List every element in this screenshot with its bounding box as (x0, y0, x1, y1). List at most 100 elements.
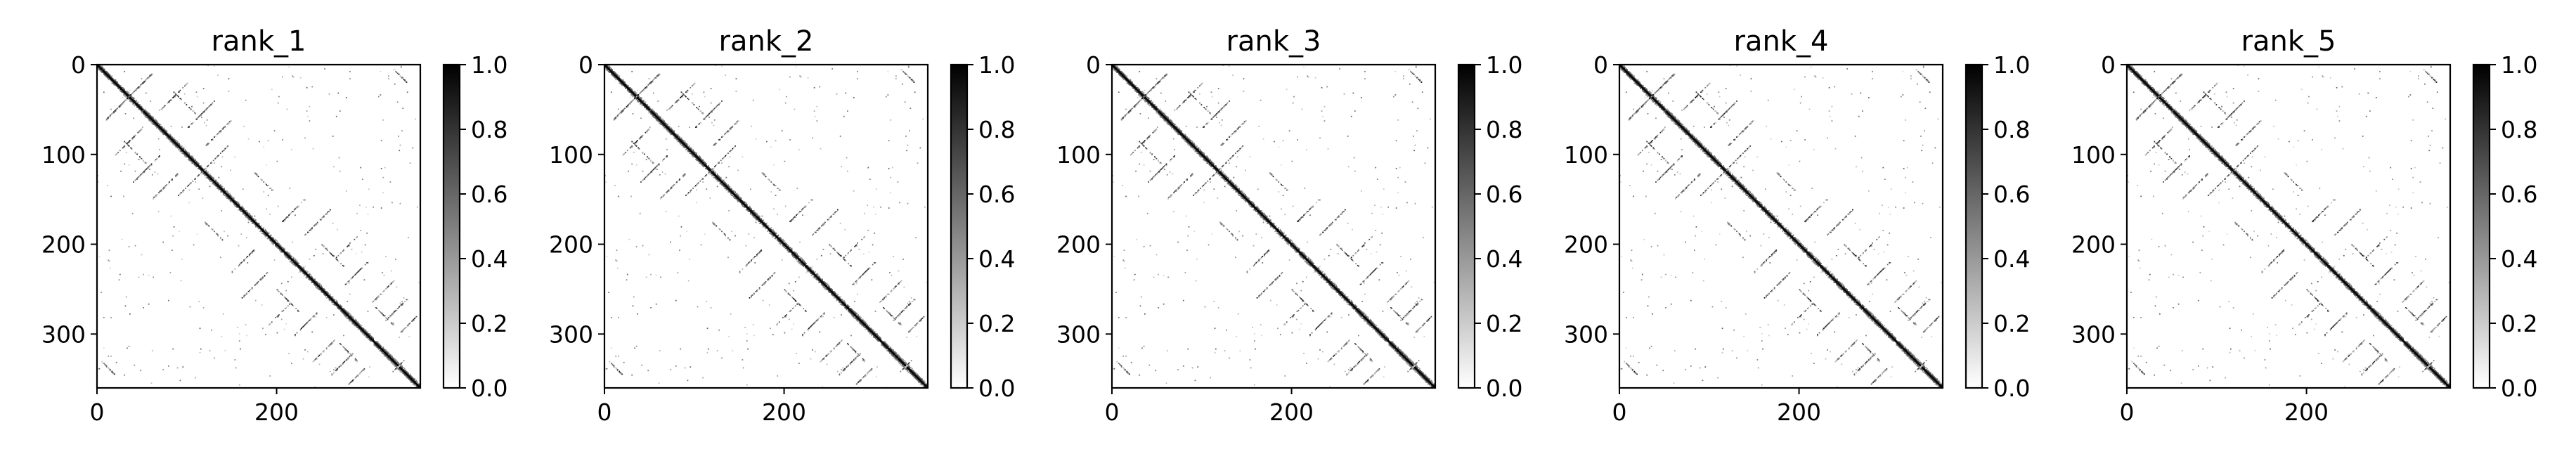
heatmap-cell (285, 254, 286, 257)
heatmap-cell (105, 70, 108, 72)
heatmap-cell (311, 280, 312, 282)
heatmap-cell (140, 370, 142, 372)
heatmap-cell (118, 107, 120, 108)
heatmap-cell (105, 118, 108, 120)
heatmap-cell (112, 81, 114, 82)
heatmap-cell (340, 305, 342, 307)
heatmap-cell (389, 357, 391, 359)
heatmap-cell (212, 179, 214, 181)
heatmap-cell (208, 107, 210, 108)
heatmap-cell (331, 342, 333, 344)
heatmap-cell (400, 331, 402, 333)
heatmap-cell (272, 243, 273, 245)
heatmap-cell (122, 86, 124, 89)
heatmap-cell (227, 124, 229, 126)
heatmap-cell (167, 137, 169, 139)
heatmap-cell (280, 283, 283, 285)
heatmap-cell (311, 276, 313, 278)
heatmap-cell (372, 301, 373, 304)
heatmap-cell (150, 75, 152, 77)
heatmap-cell (214, 183, 216, 186)
heatmap-cell (266, 273, 267, 275)
heatmap-cell (316, 280, 318, 283)
heatmap-cell (248, 218, 250, 220)
heatmap-cell (342, 311, 344, 313)
heatmap-cell (308, 231, 310, 233)
heatmap-cell (224, 188, 225, 189)
heatmap-cell (256, 223, 257, 225)
heatmap-cell (131, 99, 133, 101)
heatmap-cell (174, 139, 176, 141)
heatmap-cell (212, 102, 214, 104)
heatmap-cell (408, 376, 410, 378)
heatmap-cell (347, 350, 348, 352)
heatmap-cell (383, 353, 385, 354)
heatmap-cell (238, 207, 240, 209)
heatmap-cell (240, 262, 242, 264)
heatmap-cell (169, 138, 171, 140)
heatmap-cell (146, 115, 148, 117)
heatmap-cell (391, 356, 393, 357)
heatmap-cell (185, 156, 186, 158)
heatmap-cell (292, 260, 294, 262)
heatmap-cell (189, 108, 191, 110)
heatmap-cell (134, 99, 136, 101)
heatmap-cell (272, 189, 273, 191)
heatmap-cell (179, 143, 181, 145)
heatmap-cell (178, 195, 179, 197)
heatmap-cell (129, 89, 131, 91)
heatmap-cell (356, 323, 358, 325)
heatmap-cell (189, 155, 191, 157)
heatmap-cell (298, 263, 299, 265)
heatmap-cell (312, 278, 314, 280)
heatmap-cell (382, 313, 383, 315)
heatmap-cell (312, 279, 314, 281)
heatmap-cell (410, 376, 412, 378)
heatmap-cell (277, 246, 279, 247)
heatmap-cell (351, 317, 353, 318)
heatmap-cell (163, 131, 165, 134)
heatmap-cell (267, 237, 269, 239)
heatmap-cell (299, 268, 301, 270)
heatmap-cell (231, 196, 233, 198)
heatmap-cell (157, 156, 160, 158)
heatmap-cell (285, 256, 286, 257)
heatmap-cell (151, 121, 153, 123)
heatmap-cell (261, 278, 263, 280)
heatmap-cell (392, 359, 394, 361)
heatmap-cell (289, 188, 291, 189)
heatmap-cell (377, 343, 380, 344)
heatmap-cell (206, 108, 208, 110)
heatmap-cell (383, 291, 385, 292)
heatmap-cell (354, 324, 356, 326)
heatmap-cell (188, 152, 190, 154)
heatmap-cell (279, 248, 281, 250)
heatmap-cell (195, 166, 198, 168)
heatmap-cell (297, 311, 299, 312)
heatmap-cell (405, 373, 407, 375)
heatmap-cell (406, 299, 408, 301)
heatmap-cell (225, 193, 227, 195)
heatmap-cell (398, 369, 399, 370)
heatmap-cell (191, 105, 193, 108)
heatmap-cell (153, 123, 154, 124)
heatmap-cell (268, 324, 270, 326)
heatmap-cell (222, 192, 224, 194)
heatmap-cell (399, 202, 401, 204)
heatmap-cell (332, 301, 334, 302)
heatmap-cell (291, 257, 292, 259)
heatmap-cell (347, 312, 349, 314)
heatmap-cell (243, 259, 245, 261)
heatmap-cell (337, 302, 338, 304)
heatmap-cell (107, 74, 108, 76)
heatmap-cell (166, 131, 168, 134)
heatmap-cell (347, 313, 348, 315)
heatmap-cell (143, 171, 145, 173)
heatmap-cell (114, 83, 116, 85)
heatmap-cell (354, 238, 356, 240)
heatmap-cell (131, 138, 134, 140)
heatmap-cell (262, 228, 264, 230)
heatmap-cell (198, 167, 200, 169)
heatmap-cell (358, 270, 360, 272)
heatmap-cell (170, 135, 172, 137)
